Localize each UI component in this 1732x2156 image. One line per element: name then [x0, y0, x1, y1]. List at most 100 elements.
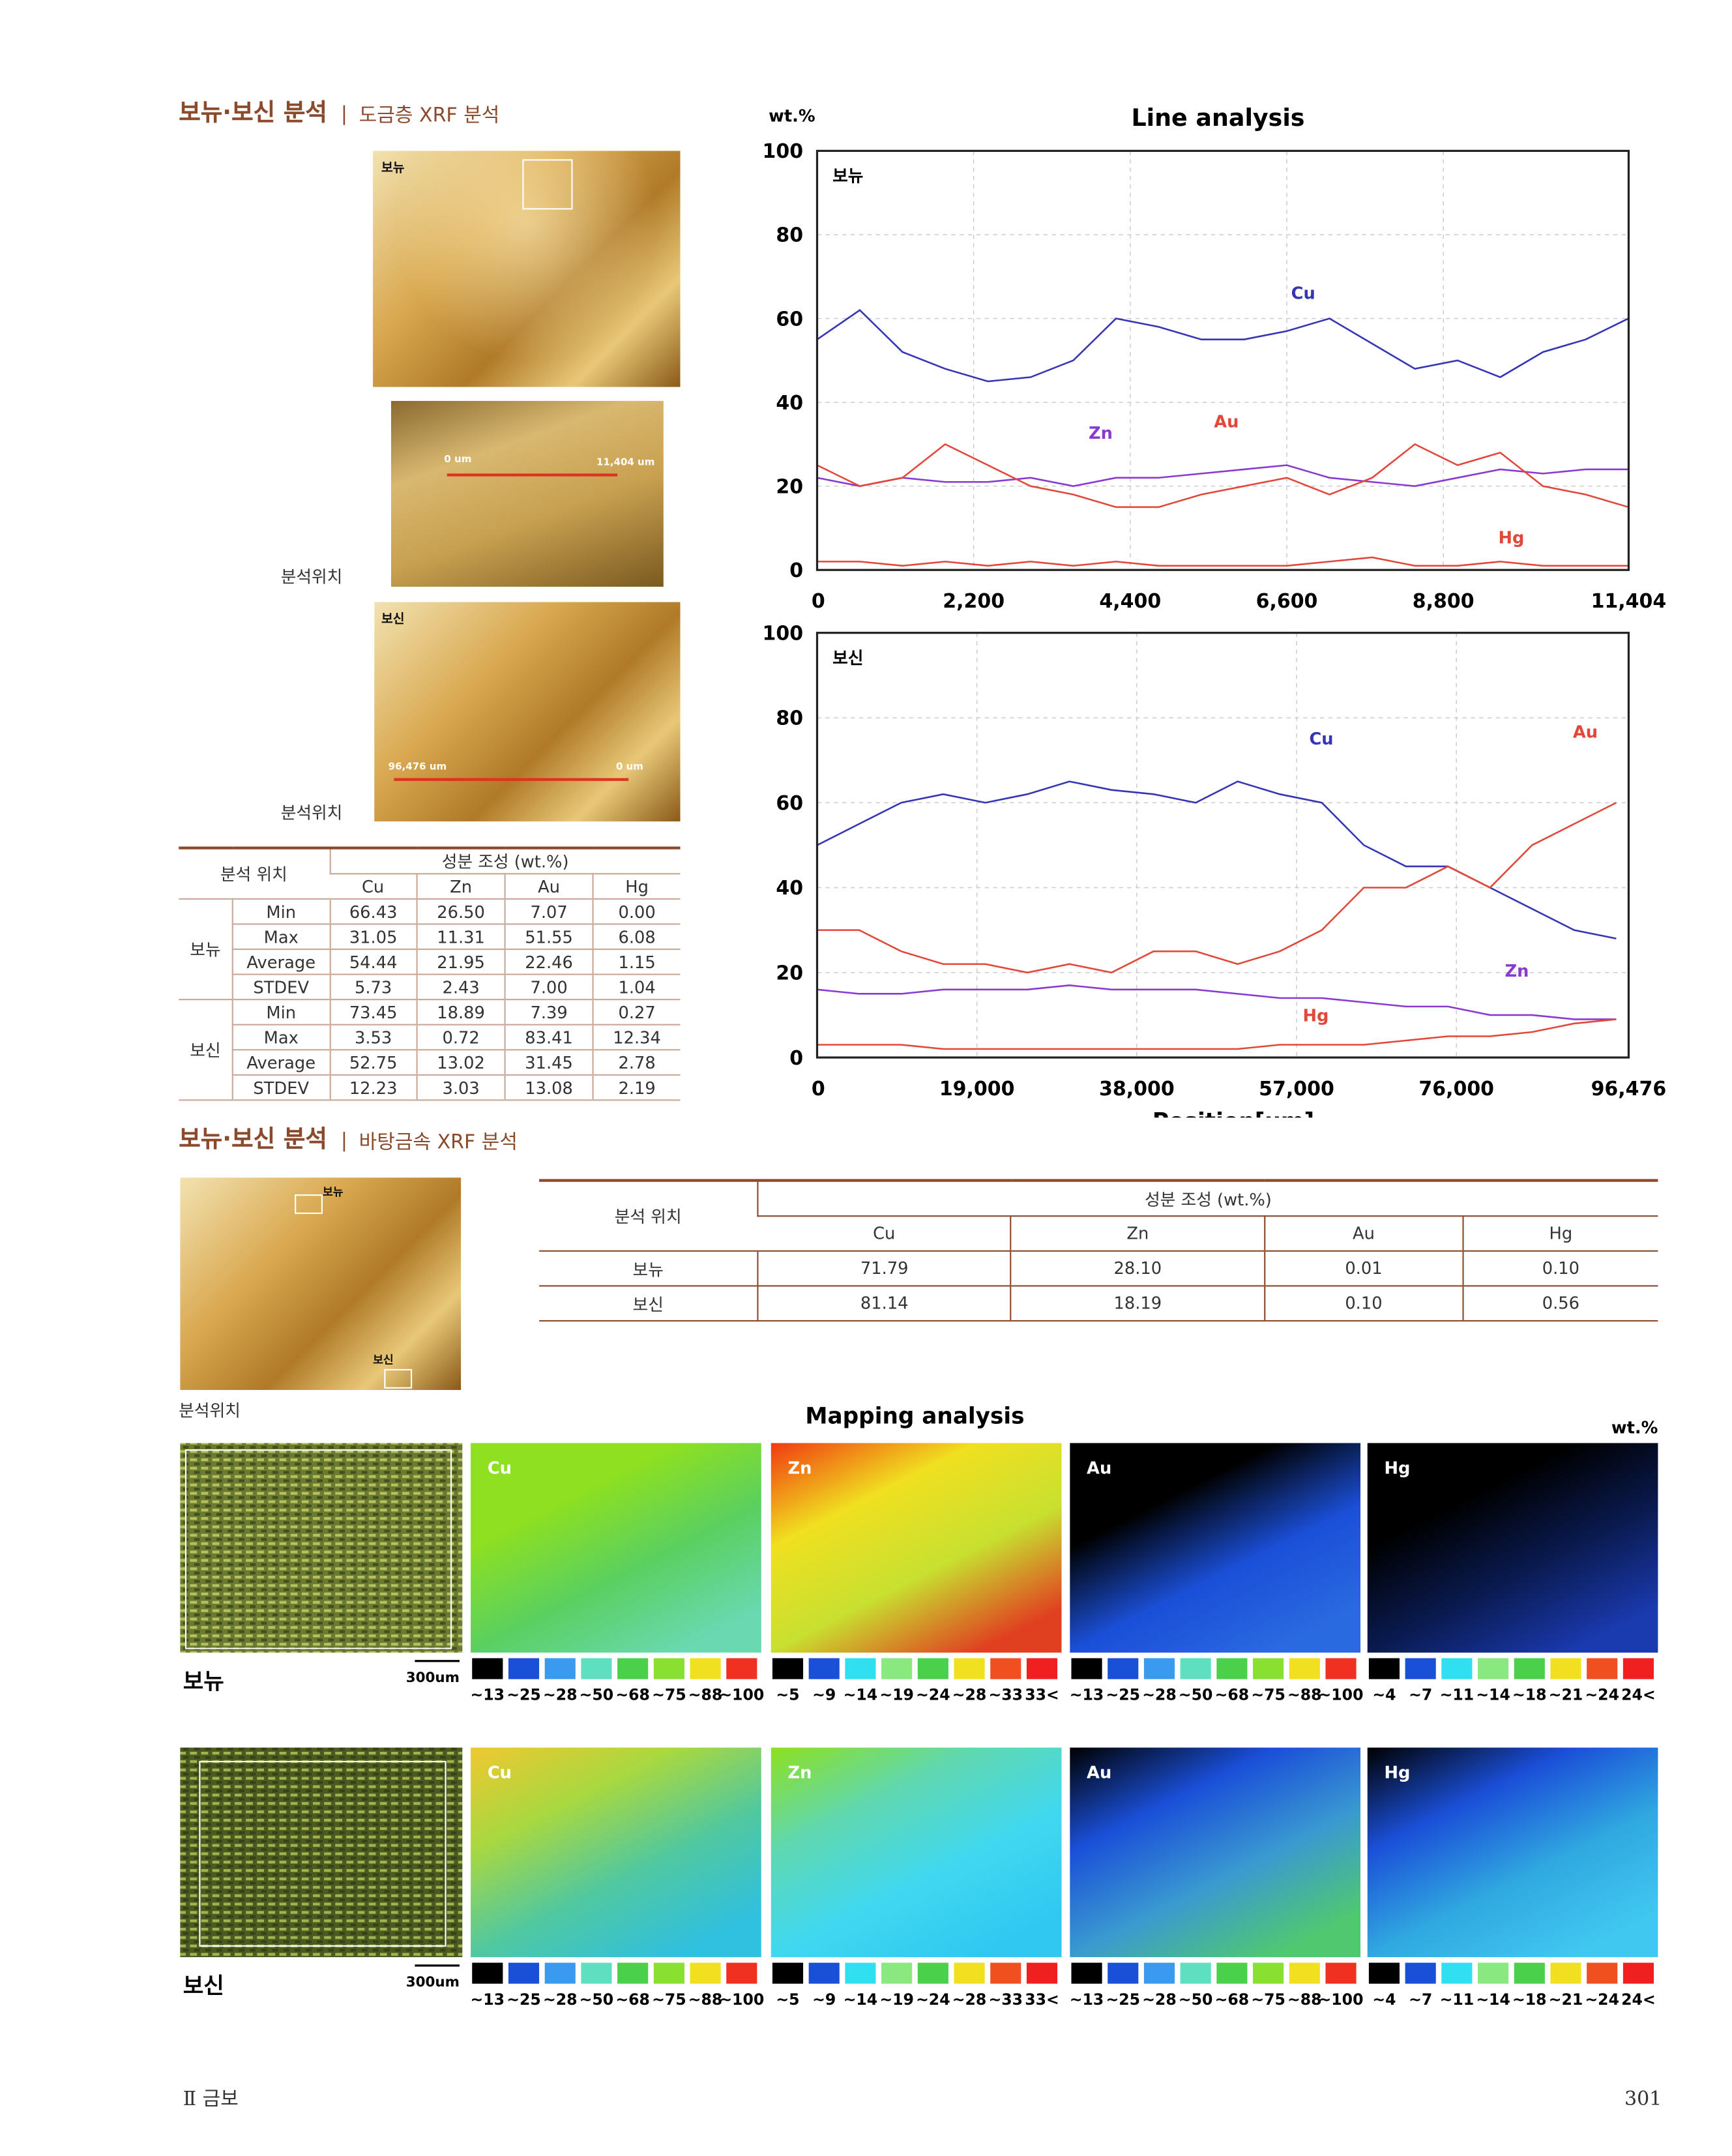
legend-label: ~88	[688, 1686, 723, 1704]
legend-label: ~5	[776, 1686, 799, 1704]
legend-label: 33<	[1025, 1686, 1059, 1704]
panel-label: 보뉴	[832, 167, 863, 186]
x-tick-label: 8,800	[1413, 590, 1475, 613]
value-cell: 2.43	[416, 974, 505, 1001]
header-cell: Cu	[329, 874, 417, 900]
legend-label: ~18	[1512, 1686, 1547, 1704]
legend-label: ~28	[543, 1990, 578, 2009]
value-cell: 13.08	[504, 1074, 593, 1101]
row-label: 보뉴	[183, 1669, 224, 1695]
separator: |	[340, 1130, 347, 1153]
legend-label: ~14	[1476, 1686, 1510, 1704]
element-label: Cu	[488, 1459, 512, 1479]
value-cell: 0.56	[1462, 1286, 1658, 1322]
sem-texture	[180, 1443, 463, 1653]
x-tick-label: 57,000	[1259, 1078, 1334, 1100]
legend-label: ~25	[506, 1686, 541, 1704]
table-row: Max 31.05 11.31 51.55 6.08	[179, 924, 681, 951]
stat-cell: Average	[231, 1050, 330, 1076]
x-tick-label: 38,000	[1099, 1078, 1175, 1100]
header-cell: 분석 위치	[539, 1180, 758, 1252]
header-cell: Hg	[592, 874, 681, 900]
value-cell: 1.04	[592, 974, 681, 1001]
element-label: Au	[1087, 1764, 1111, 1783]
table-row: 보신 81.14 18.19 0.10 0.56	[539, 1286, 1658, 1322]
element-label: Zn	[788, 1459, 812, 1479]
legend-swatch	[1622, 1658, 1654, 1679]
legend-label: ~5	[776, 1990, 799, 2009]
legend-swatch	[1143, 1658, 1175, 1679]
legend-swatch	[1216, 1658, 1248, 1679]
legend-swatch	[1325, 1658, 1357, 1679]
value-cell: 6.08	[592, 924, 681, 951]
scan-line	[447, 473, 618, 477]
table-row: 보뉴 71.79 28.10 0.01 0.10	[539, 1250, 1658, 1287]
value-cell: 31.05	[329, 924, 417, 951]
legend-label: ~50	[1179, 1990, 1213, 2009]
value-cell: 5.73	[329, 974, 417, 1001]
value-cell: 11.31	[416, 924, 505, 951]
value-cell: 13.02	[416, 1050, 505, 1076]
data-line	[816, 443, 1629, 509]
legend-swatch	[990, 1962, 1021, 1984]
y-tick-label: 0	[789, 559, 803, 582]
header-cell: Zn	[416, 874, 505, 900]
legend-label: ~68	[1215, 1686, 1250, 1704]
table-row: Average 54.44 21.95 22.46 1.15	[179, 949, 681, 975]
legend-swatch	[1587, 1962, 1618, 1984]
photo-caption: 분석위치	[280, 567, 343, 587]
legend-label: ~24	[916, 1686, 950, 1704]
stat-cell: Min	[231, 898, 330, 925]
value-cell: 66.43	[329, 898, 417, 925]
photo-label: 보신	[381, 613, 405, 628]
value-cell: 71.79	[757, 1250, 1012, 1287]
value-cell: 0.00	[592, 898, 681, 925]
value-cell: 54.44	[329, 949, 417, 975]
value-cell: 0.72	[416, 1024, 505, 1051]
legend-swatch	[690, 1962, 721, 1984]
composition-table: 분석 위치 성분 조성 (wt.%) Cu Zn Au Hg 보뉴 Min 66.43 26.50…	[179, 846, 681, 1101]
legend-swatch	[990, 1658, 1021, 1679]
value-cell: 7.07	[504, 898, 593, 925]
legend-swatch	[1143, 1962, 1175, 1984]
value-cell: 12.34	[592, 1024, 681, 1051]
scan-area	[199, 1760, 447, 1947]
scan-line	[394, 778, 629, 781]
legend-label: ~25	[1106, 1686, 1140, 1704]
value-cell: 18.19	[1010, 1286, 1265, 1322]
composition-table: 분석 위치 성분 조성 (wt.%) Cu Zn Au Hg 보뉴 71.79 28.10 0.0…	[539, 1179, 1658, 1322]
legend-swatch	[881, 1962, 913, 1984]
legend-swatch	[1108, 1962, 1139, 1984]
element-map	[1070, 1747, 1361, 1957]
value-cell: 21.95	[416, 949, 505, 975]
element-map	[771, 1747, 1062, 1957]
legend-label: ~18	[1512, 1990, 1547, 2009]
photo-label: 보뉴	[381, 162, 405, 176]
legend-swatch	[772, 1658, 804, 1679]
legend-swatch	[1071, 1962, 1102, 1984]
legend-swatch	[653, 1658, 684, 1679]
legend-swatch	[1289, 1962, 1320, 1984]
row-label: 보신	[183, 1973, 224, 2000]
y-tick-label: 100	[762, 140, 803, 163]
header-cell: Hg	[1462, 1216, 1658, 1252]
row-header: 보신	[539, 1286, 758, 1322]
header-cell: 성분 조성 (wt.%)	[757, 1180, 1658, 1217]
value-cell: 3.03	[416, 1074, 505, 1101]
scan-area	[184, 1449, 452, 1649]
legend-swatch	[845, 1658, 876, 1679]
data-line	[816, 780, 1617, 939]
legend-label: 24<	[1621, 1990, 1656, 2009]
legend-label: ~50	[580, 1990, 614, 2009]
location-box	[522, 159, 573, 210]
value-cell: 51.55	[504, 924, 593, 951]
section-title: 보뉴·보신 분석	[179, 99, 327, 127]
table-row: 분석 위치 성분 조성 (wt.%)	[539, 1180, 1658, 1252]
legend-label: ~14	[844, 1990, 878, 2009]
chart-title: Line analysis	[1131, 104, 1304, 132]
legend-label: ~19	[879, 1990, 914, 2009]
legend-label: ~11	[1440, 1686, 1475, 1704]
line-charts: 0 20 40 60 80 100 0 2,200 4,400 6,600 8,800 11,404 C…	[762, 104, 1666, 1117]
